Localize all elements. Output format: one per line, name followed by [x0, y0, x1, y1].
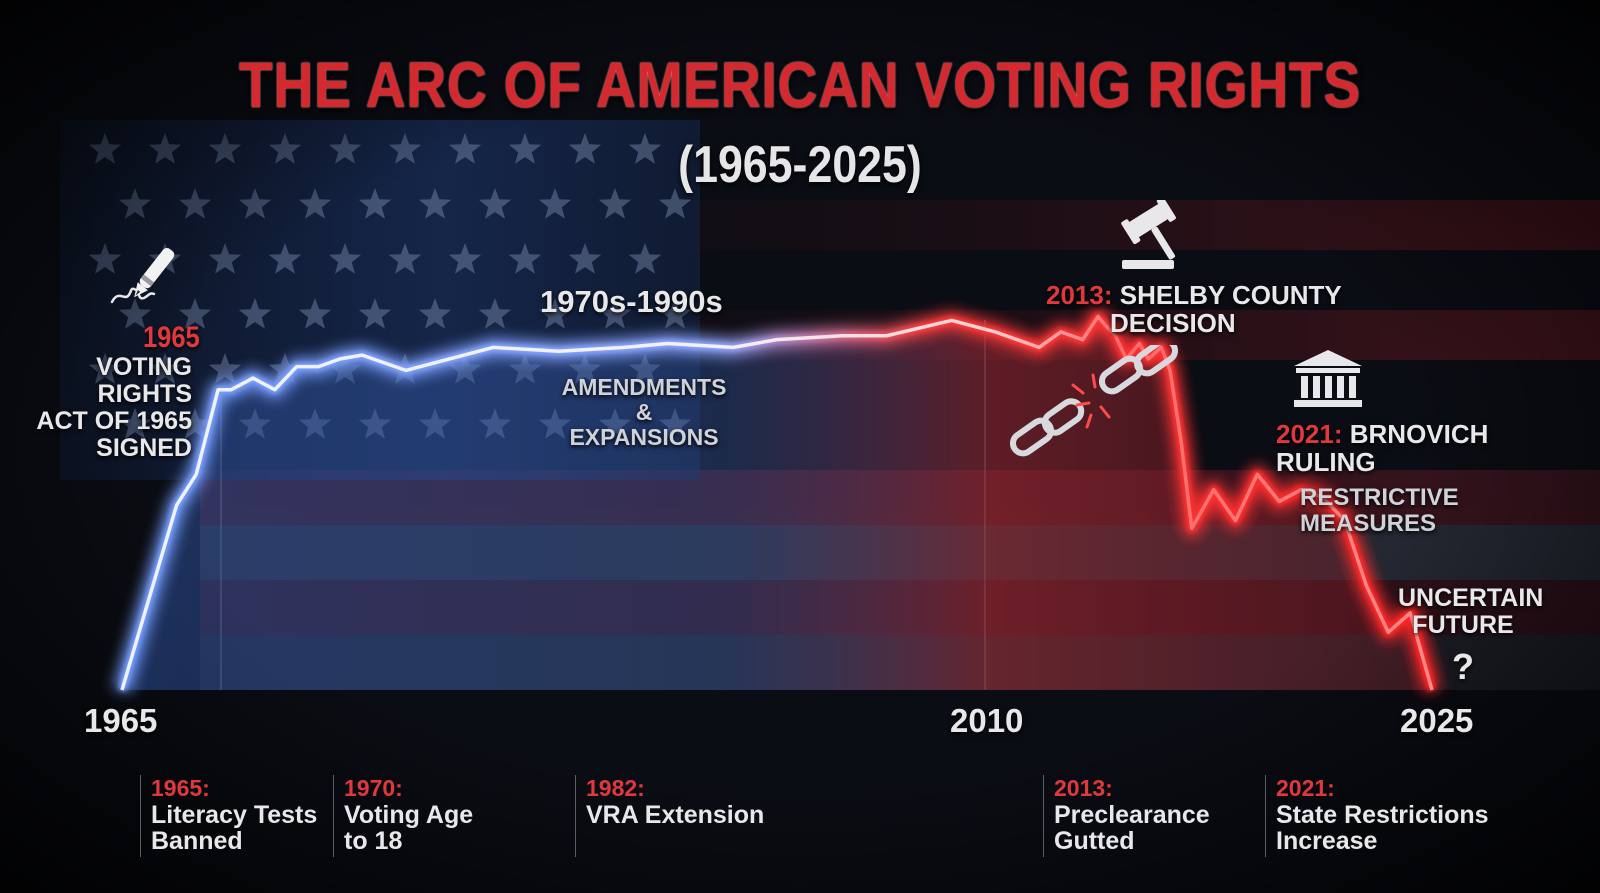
era-sublabel: AMENDMENTS & EXPANSIONS: [556, 375, 732, 449]
signing-year: 1965: [143, 321, 200, 354]
signing-label-line2: ACT OF 1965: [36, 407, 192, 435]
timeline-year: 1982:: [586, 775, 645, 801]
era-label: 1970s-1990s: [540, 284, 723, 319]
future-line2: FUTURE: [1412, 611, 1514, 639]
shelby-line1: SHELBY COUNTY: [1119, 280, 1342, 310]
timeline-text-line1: VRA Extension: [586, 801, 765, 829]
timeline-item: 2021: State Restrictions Increase: [1265, 775, 1489, 857]
timeline-year: 2021:: [1276, 775, 1335, 801]
courthouse-icon: [1294, 350, 1362, 407]
signing-label-line1: VOTING RIGHTS: [96, 353, 192, 408]
timeline-year: 2013:: [1054, 775, 1113, 801]
x-tick-2025: 2025: [1400, 702, 1474, 739]
signing-label-line3: SIGNED: [96, 434, 192, 462]
shelby-year: 2013:: [1046, 280, 1113, 310]
restrictive-line1: RESTRICTIVE: [1300, 484, 1459, 511]
shelby-line2: DECISION: [1110, 308, 1236, 338]
timeline-text-line1: Literacy Tests: [151, 801, 318, 829]
future-line1: UNCERTAIN: [1398, 584, 1544, 612]
timeline-text-line1: Voting Age: [344, 801, 474, 829]
signing-label: VOTING RIGHTS ACT OF 1965 SIGNED: [20, 354, 192, 462]
timeline-text-line2: Increase: [1276, 827, 1378, 856]
timeline-year: 1965:: [151, 775, 210, 801]
brnovich-line1: BRNOVICH: [1349, 419, 1489, 449]
page-title: THE ARC OF AMERICAN VOTING RIGHTS: [238, 49, 1362, 121]
timeline-year: 1970:: [344, 775, 403, 801]
restrictive-line2: MEASURES: [1300, 509, 1437, 537]
broken-chain-icon: [1009, 345, 1179, 457]
timeline-text-line2: to 18: [344, 827, 403, 856]
era-sublabel-line2: EXPANSIONS: [569, 423, 719, 450]
brnovich-line2: RULING: [1276, 447, 1376, 477]
restrictive-label: RESTRICTIVE MEASURES: [1300, 485, 1459, 537]
x-tick-1965: 1965: [84, 702, 158, 739]
timeline-text-line1: State Restrictions: [1276, 801, 1489, 829]
brnovich-year: 2021:: [1276, 419, 1343, 449]
timeline-text-line1: Preclearance: [1054, 801, 1210, 829]
shelby-label: 2013: SHELBY COUNTY: [1046, 281, 1342, 309]
era-sublabel-line1: AMENDMENTS &: [561, 374, 727, 425]
timeline-text-line2: Gutted: [1054, 827, 1135, 856]
question-mark: ?: [1452, 646, 1474, 687]
x-tick-2010: 2010: [950, 702, 1024, 739]
timeline-text-line2: Banned: [151, 827, 243, 856]
future-label: UNCERTAIN FUTURE: [1398, 584, 1544, 639]
series-line: [120, 314, 1434, 691]
timeline-item: 1970: Voting Age to 18: [333, 775, 473, 857]
brnovich-label: 2021: BRNOVICH: [1276, 420, 1488, 448]
timeline-item: 2013: Preclearance Gutted: [1043, 775, 1210, 857]
timeline-item: 1965: Literacy Tests Banned: [140, 775, 317, 857]
page-subtitle: (1965-2025): [678, 136, 922, 194]
pen-signature-icon: [110, 248, 175, 304]
timeline-item: 1982: VRA Extension: [575, 775, 764, 857]
gavel-icon: [1121, 200, 1176, 269]
